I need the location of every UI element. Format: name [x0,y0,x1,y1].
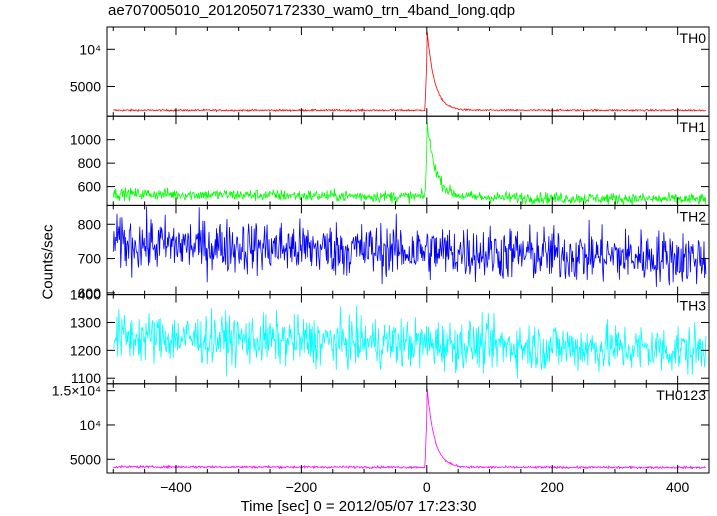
y-tick-label: 700 [78,251,102,267]
x-tick-label: 400 [666,479,690,495]
y-tick-label: 600 [78,179,102,195]
panel-label-th0123: TH0123 [656,387,706,403]
y-tick-label: 1.5×10⁴ [52,383,101,399]
panel-label-th2: TH2 [680,208,707,224]
y-axis-label: Counts/sec [39,224,57,300]
y-tick-label: 1200 [70,342,101,358]
y-tick-label: 800 [78,216,102,232]
series-line-th1 [112,122,707,206]
y-tick-label: 5000 [70,451,101,467]
panel-frame-th1 [106,115,710,206]
x-tick-label: −200 [286,479,318,495]
panel-label-th1: TH1 [680,119,707,135]
series-line-th0123 [112,388,707,470]
panel-frame-th0123 [106,383,710,474]
x-axis-label: Time [sec] 0 = 2012/05/07 17:23:30 [240,498,477,515]
y-tick-label: 800 [78,155,102,171]
y-tick-label: 1300 [70,314,101,330]
series-line-th2 [112,206,707,287]
panel-frame-th0 [106,26,710,117]
y-tick-label: 1000 [70,132,101,148]
x-tick-label: 0 [423,479,431,495]
panel-label-th0: TH0 [680,30,707,46]
series-line-th0 [113,31,706,113]
y-tick-label: 600 [78,285,102,301]
series-line-th3 [113,305,707,379]
y-tick-label: 1100 [71,370,101,386]
y-tick-label: 5000 [70,78,101,94]
y-tick-label: 10⁴ [79,417,101,433]
x-tick-label: −400 [160,479,192,495]
y-tick-label: 1400 [70,287,101,303]
x-tick-label: 200 [541,479,565,495]
panel-label-th3: TH3 [680,298,707,314]
chart-title: ae707005010_20120507172330_wam0_trn_4ban… [108,2,516,19]
y-tick-label: 10⁴ [79,41,101,57]
